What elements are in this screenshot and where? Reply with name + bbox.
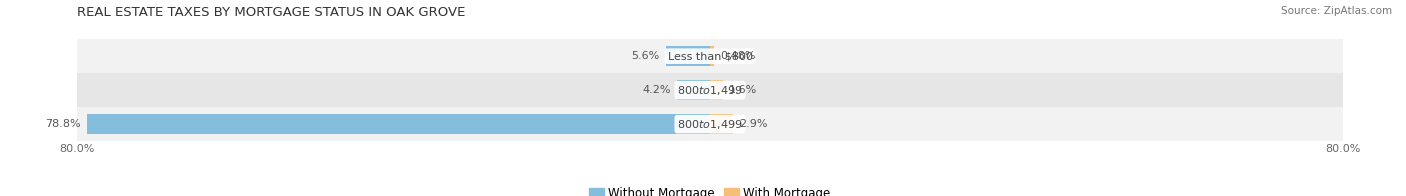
- Bar: [87, 114, 710, 134]
- Text: 78.8%: 78.8%: [45, 119, 80, 129]
- Bar: [77, 39, 1343, 73]
- Bar: [676, 80, 710, 100]
- Legend: Without Mortgage, With Mortgage: Without Mortgage, With Mortgage: [585, 183, 835, 196]
- Text: 2.9%: 2.9%: [740, 119, 768, 129]
- Text: 5.6%: 5.6%: [631, 51, 659, 61]
- Bar: [710, 46, 714, 66]
- Bar: [710, 80, 723, 100]
- Bar: [77, 107, 1343, 141]
- Bar: [666, 46, 710, 66]
- Bar: [710, 114, 733, 134]
- Text: 1.6%: 1.6%: [730, 85, 758, 95]
- Text: $800 to $1,499: $800 to $1,499: [678, 84, 742, 97]
- Text: REAL ESTATE TAXES BY MORTGAGE STATUS IN OAK GROVE: REAL ESTATE TAXES BY MORTGAGE STATUS IN …: [77, 6, 465, 19]
- Text: Source: ZipAtlas.com: Source: ZipAtlas.com: [1281, 6, 1392, 16]
- Text: 0.48%: 0.48%: [720, 51, 755, 61]
- Bar: [77, 73, 1343, 107]
- Text: Less than $800: Less than $800: [668, 51, 752, 61]
- Text: 4.2%: 4.2%: [643, 85, 671, 95]
- Text: $800 to $1,499: $800 to $1,499: [678, 118, 742, 131]
